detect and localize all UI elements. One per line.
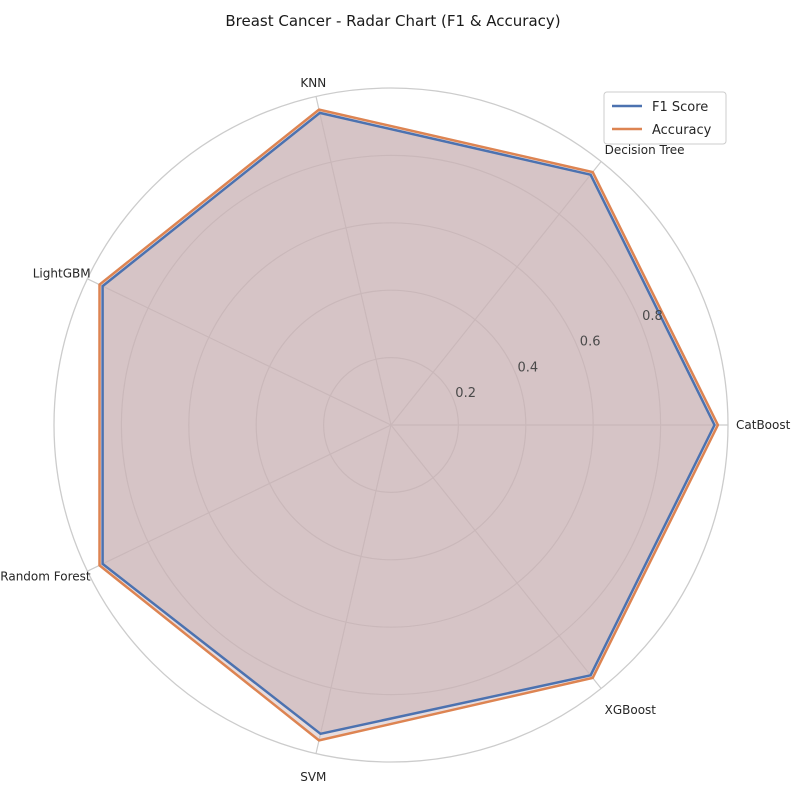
- radial-tick-label: 0.8: [642, 309, 663, 324]
- series-area-accuracy: [99, 109, 718, 741]
- chart-title: Breast Cancer - Radar Chart (F1 & Accura…: [225, 12, 560, 30]
- series-area-f1-score: [102, 112, 715, 734]
- series-line-f1-score: [101, 111, 716, 736]
- category-label: Decision Tree: [605, 143, 685, 157]
- category-label: SVM: [300, 770, 326, 784]
- category-labels: CatBoost Decision Tree KNN LightGBM Random F…: [0, 76, 790, 784]
- legend-label-f1: F1 Score: [652, 100, 708, 115]
- category-label: CatBoost: [736, 418, 791, 432]
- category-label: KNN: [300, 76, 326, 90]
- category-label: LightGBM: [33, 267, 91, 281]
- series-line-accuracy: [98, 108, 720, 742]
- category-label: XGBoost: [605, 703, 657, 717]
- legend: F1 Score Accuracy: [603, 91, 727, 145]
- radar-series: [98, 108, 720, 742]
- radial-tick-label: 0.4: [518, 360, 539, 375]
- radial-tick-label: 0.2: [455, 386, 476, 401]
- legend-label-accuracy: Accuracy: [652, 123, 712, 138]
- radial-tick-label: 0.6: [580, 335, 601, 350]
- category-label: Random Forest: [0, 569, 91, 583]
- radial-tick-labels: 0.2 0.4 0.6 0.8: [455, 309, 662, 401]
